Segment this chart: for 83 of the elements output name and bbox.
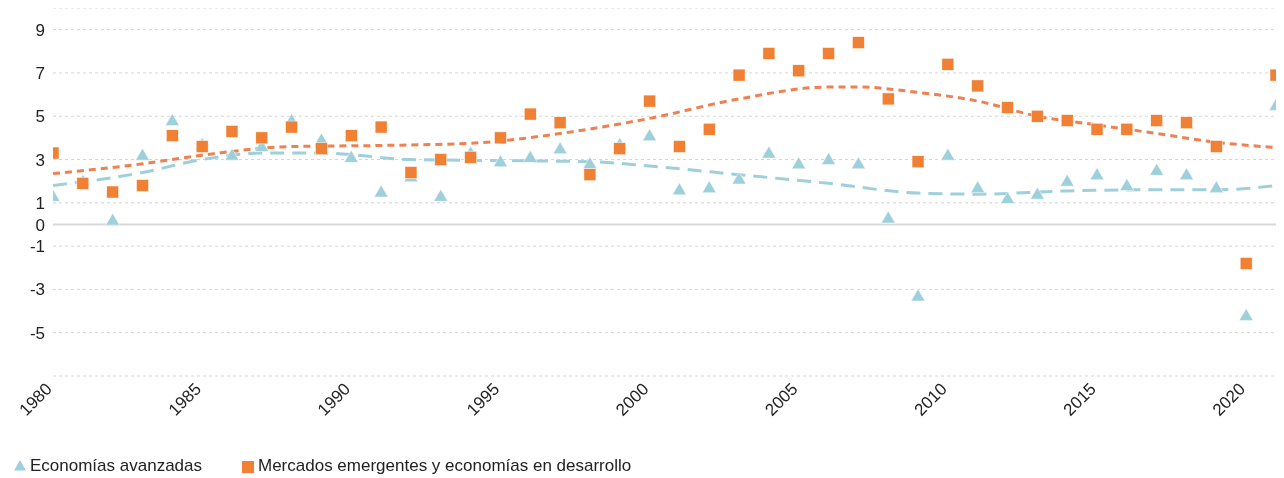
point [373, 184, 389, 198]
point [643, 94, 656, 108]
point [225, 125, 239, 138]
point [106, 185, 119, 199]
point [434, 153, 448, 166]
point [701, 180, 717, 193]
y-tick-label: 9 [35, 20, 45, 40]
point [762, 47, 776, 60]
point [1060, 114, 1074, 127]
point [404, 166, 418, 179]
point [255, 131, 269, 145]
point [523, 150, 538, 163]
point [464, 151, 477, 164]
point [76, 177, 90, 190]
point [285, 120, 298, 134]
y-tick-label: 7 [35, 63, 45, 83]
point [792, 64, 805, 78]
point [852, 36, 865, 49]
point [1239, 257, 1253, 270]
point [135, 147, 150, 161]
point [851, 156, 866, 170]
point [1209, 180, 1224, 193]
point [1031, 109, 1044, 123]
point [881, 92, 895, 106]
point [1000, 191, 1015, 204]
point [940, 147, 956, 161]
point [524, 107, 537, 121]
point [315, 142, 328, 155]
legend-label: Economías avanzadas [30, 456, 202, 475]
point [136, 179, 149, 192]
point [1090, 122, 1104, 136]
point [582, 156, 598, 170]
y-tick-label: -3 [29, 280, 45, 300]
point [1150, 114, 1163, 127]
point [642, 128, 657, 141]
point [821, 152, 836, 165]
point [493, 154, 508, 167]
point [672, 182, 687, 196]
point [165, 113, 180, 126]
y-tick-label: 5 [35, 107, 45, 127]
legend-label: Mercados emergentes y economías en desarrollo [258, 456, 632, 475]
point [1179, 167, 1194, 180]
point [791, 156, 806, 170]
point [1119, 178, 1135, 191]
point [433, 189, 449, 202]
point [1030, 186, 1045, 200]
point [911, 155, 925, 168]
point [1120, 122, 1134, 136]
point [673, 140, 686, 153]
point [941, 58, 955, 71]
point [374, 120, 388, 134]
point [822, 47, 835, 60]
point [1149, 163, 1164, 176]
point [583, 168, 597, 181]
point [731, 171, 747, 185]
point [613, 142, 627, 155]
point [105, 212, 120, 226]
point [910, 288, 926, 302]
point [1180, 116, 1193, 129]
point [494, 131, 507, 145]
point [1238, 308, 1254, 321]
point [971, 79, 984, 93]
y-tick-label: 3 [35, 150, 45, 170]
point [1089, 167, 1105, 180]
point [970, 180, 985, 193]
y-tick-label: 1 [35, 193, 45, 213]
point [166, 129, 179, 142]
y-tick-label: -1 [29, 237, 45, 257]
point [344, 150, 359, 163]
point [224, 147, 240, 161]
line-series [53, 85, 1276, 176]
point [1059, 173, 1075, 187]
point [1210, 140, 1223, 153]
point [1001, 101, 1014, 114]
point [345, 129, 358, 142]
point [732, 68, 746, 82]
point [702, 122, 716, 136]
point [552, 141, 568, 154]
point [553, 116, 567, 129]
y-tick-label: -5 [29, 323, 45, 343]
point [761, 145, 777, 159]
point [880, 210, 896, 224]
y-tick-label: 0 [35, 215, 45, 235]
